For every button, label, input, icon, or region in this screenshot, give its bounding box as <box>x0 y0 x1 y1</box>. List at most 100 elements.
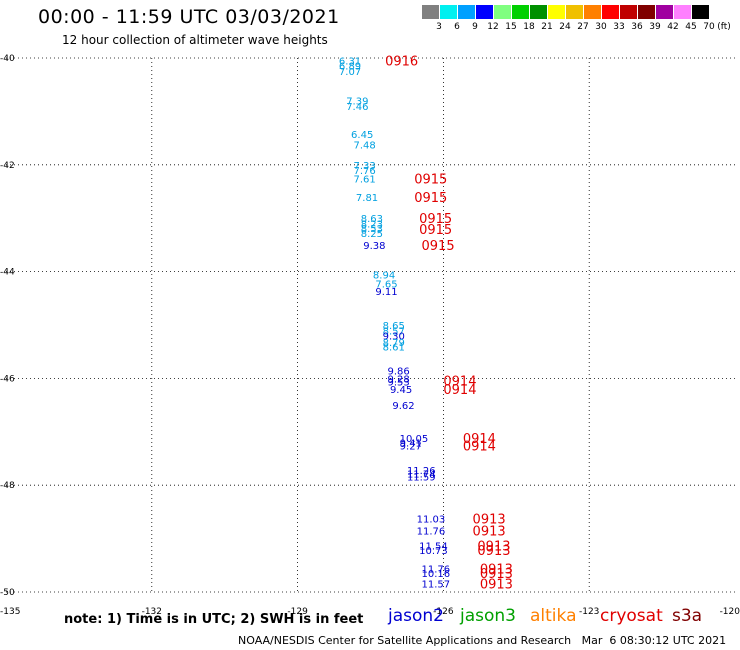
credit-text: NOAA/NESDIS Center for Satellite Applica… <box>238 634 572 647</box>
wave-height-label: 8.61 <box>383 342 405 353</box>
time-label: 0913 <box>480 567 513 582</box>
time-label: 0914 <box>463 440 496 455</box>
scale-unit-label: (ft) <box>717 22 731 32</box>
wave-height-label: 9.27 <box>400 442 422 453</box>
wave-height-label: 9.53 <box>388 378 410 389</box>
scale-tick-label: 21 <box>541 22 553 32</box>
wave-height-label: 9.86 <box>388 366 410 377</box>
y-tick-label: -40 <box>0 54 15 64</box>
footer-timestamp: Mar 6 08:30:12 UTC 2021 <box>581 634 727 647</box>
scale-swatch <box>548 5 566 19</box>
time-label: 0913 <box>477 540 510 555</box>
scale-tick-label: 45 <box>685 22 697 32</box>
time-label: 0913 <box>473 512 506 527</box>
wave-height-label: 7.65 <box>375 279 397 290</box>
wave-height-label: 7.48 <box>353 141 375 152</box>
wave-height-label: 10.05 <box>400 434 429 445</box>
scale-tick-label: 39 <box>649 22 661 32</box>
wave-height-label: 11.76 <box>417 527 446 538</box>
wave-height-label: 11.57 <box>422 579 451 590</box>
wave-height-label: 9.30 <box>383 332 405 343</box>
time-label: 0915 <box>422 239 455 254</box>
x-tick-label: -132 <box>142 607 162 617</box>
x-tick-label: -135 <box>0 607 20 617</box>
wave-height-label: 8.57 <box>383 326 405 337</box>
scale-swatch <box>692 5 710 19</box>
scale-tick-label: 27 <box>577 22 589 32</box>
scale-swatch <box>458 5 476 19</box>
wave-height-label: 7.81 <box>356 193 378 204</box>
wave-height-label: 7.33 <box>353 161 375 172</box>
units-note: note: 1) Time is in UTC; 2) SWH is in fe… <box>64 612 364 627</box>
time-label: 0915 <box>414 173 447 188</box>
x-tick-label: -120 <box>720 607 740 617</box>
scale-swatch <box>422 5 440 19</box>
scale-tick-label: 12 <box>487 22 499 32</box>
scale-swatch <box>584 5 602 19</box>
scale-tick-label: 24 <box>559 22 571 32</box>
scale-swatch <box>476 5 494 19</box>
wave-height-label: 7.76 <box>353 166 375 177</box>
wave-height-label: 6.31 <box>339 57 361 68</box>
wave-height-label: 8.65 <box>383 321 405 332</box>
x-tick-label: -129 <box>287 607 308 617</box>
y-tick-label: -50 <box>0 588 15 598</box>
time-label: 0915 <box>419 223 452 238</box>
wave-height-label: 9.11 <box>375 287 397 298</box>
scale-tick-label: 33 <box>613 22 625 32</box>
time-label: 0913 <box>477 544 510 559</box>
scale-tick-label: 6 <box>454 22 460 32</box>
wave-height-label: 8.63 <box>361 214 383 225</box>
wave-height-label: 7.46 <box>346 102 368 113</box>
y-tick-label: -44 <box>0 268 15 278</box>
scale-swatch <box>440 5 458 19</box>
wave-height-label: 8.53 <box>361 224 383 235</box>
wave-height-label: 7.61 <box>353 175 375 186</box>
scale-swatch <box>656 5 674 19</box>
time-label: 0914 <box>443 375 476 390</box>
wave-height-label: 10.16 <box>422 569 451 580</box>
chart-title: 00:00 - 11:59 UTC 03/03/2021 <box>38 6 340 28</box>
scale-swatch <box>566 5 584 19</box>
wave-height-label: 9.41 <box>400 438 422 449</box>
time-label: 0914 <box>463 432 496 447</box>
scale-swatch <box>494 5 512 19</box>
time-label: 0915 <box>414 191 447 206</box>
time-label: 0913 <box>480 577 513 592</box>
y-tick-label: -46 <box>0 374 15 384</box>
wave-height-label: 6.89 <box>339 61 361 72</box>
scale-swatch <box>512 5 530 19</box>
legend-item-s3a: s3a <box>672 606 703 626</box>
wave-height-label: 9.28 <box>388 374 410 385</box>
wave-height-label: 7.07 <box>339 67 361 78</box>
y-tick-label: -48 <box>0 481 15 491</box>
footer-credit: NOAA/NESDIS Center for Satellite Applica… <box>238 634 726 647</box>
wave-height-label: 11.03 <box>417 514 446 525</box>
x-tick-label: -126 <box>433 607 454 617</box>
wave-height-label: 11.54 <box>419 542 448 553</box>
legend-item-cryosat: cryosat <box>600 606 663 626</box>
wave-height-label: 11.76 <box>422 565 451 576</box>
scale-tick-label: 70 <box>703 22 715 32</box>
scale-swatch <box>674 5 692 19</box>
time-label: 0913 <box>480 563 513 578</box>
scale-swatch <box>530 5 548 19</box>
wave-height-label: 11.26 <box>407 466 436 477</box>
wave-height-label: 10.73 <box>419 546 448 557</box>
scale-tick-label: 15 <box>505 22 517 32</box>
scale-tick-label: 3 <box>436 22 442 32</box>
scale-swatch <box>602 5 620 19</box>
wave-height-label: 6.45 <box>351 130 373 141</box>
chart-subtitle: 12 hour collection of altimeter wave hei… <box>62 33 328 47</box>
scale-tick-label: 30 <box>595 22 607 32</box>
y-tick-label: -42 <box>0 161 15 171</box>
wave-height-label: 8.25 <box>361 229 383 240</box>
scale-tick-label: 18 <box>523 22 535 32</box>
wave-height-label: 9.38 <box>363 241 385 252</box>
legend-item-altika: altika <box>530 606 577 626</box>
time-label: 0913 <box>473 525 506 540</box>
wave-height-label: 8.23 <box>361 220 383 231</box>
wave-height-label: 8.79 <box>383 338 405 349</box>
scale-tick-label: 42 <box>667 22 679 32</box>
